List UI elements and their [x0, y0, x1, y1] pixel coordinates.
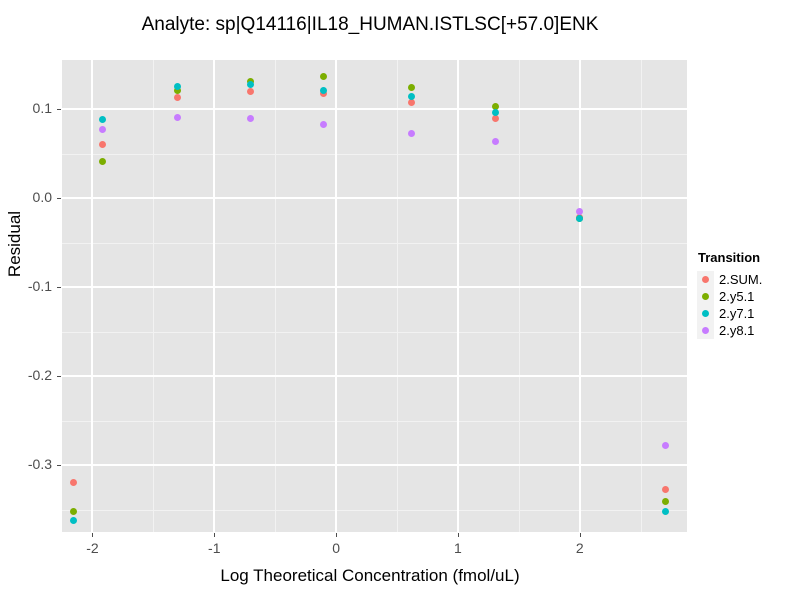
data-point: [98, 141, 106, 149]
data-point: [247, 77, 255, 85]
legend-item-label: 2.y8.1: [719, 323, 755, 338]
legend-item-label: 2.y7.1: [719, 306, 755, 321]
data-point: [247, 115, 255, 123]
y-tick-mark: [57, 108, 61, 110]
gridline-major-horizontal: [62, 107, 687, 110]
x-tick-mark: [579, 533, 581, 537]
legend-dot-icon: [702, 327, 709, 334]
gridline-minor-vertical: [640, 60, 642, 532]
gridline-major-vertical: [456, 60, 459, 532]
data-point: [661, 508, 669, 516]
data-point: [70, 478, 78, 486]
gridline-minor-vertical: [397, 60, 399, 532]
gridline-minor-vertical: [275, 60, 277, 532]
gridline-minor-vertical: [518, 60, 520, 532]
gridline-major-vertical: [91, 60, 94, 532]
data-point: [576, 207, 584, 215]
x-tick-mark: [336, 533, 338, 537]
legend-dot-icon: [702, 310, 709, 317]
legend-item-label: 2.y5.1: [719, 289, 755, 304]
data-point: [174, 83, 182, 91]
legend-dot-icon: [702, 293, 709, 300]
gridline-major-vertical: [578, 60, 581, 532]
y-tick-label: -0.1: [27, 278, 52, 295]
gridline-major-horizontal: [62, 464, 687, 467]
gridline-minor-horizontal: [62, 153, 687, 155]
x-tick-label: -2: [86, 540, 99, 556]
data-point: [174, 86, 182, 94]
data-point: [492, 137, 500, 145]
data-point: [247, 81, 255, 89]
x-tick-label: -1: [208, 540, 221, 556]
x-axis-label: Log Theoretical Concentration (fmol/uL): [220, 566, 520, 585]
legend-items: 2.SUM. 2.y5.1 2.y7.1 2.y8.1: [697, 271, 762, 339]
legend: Transition 2.SUM. 2.y5.1 2.y7.1 2.y8.1: [697, 250, 762, 339]
data-point: [661, 498, 669, 506]
data-point: [408, 99, 416, 107]
data-point: [98, 158, 106, 166]
x-tick-label: 0: [332, 540, 340, 556]
legend-key-swatch: [697, 305, 714, 322]
gridline-major-vertical: [335, 60, 338, 532]
gridline-minor-horizontal: [62, 420, 687, 422]
legend-key-swatch: [697, 288, 714, 305]
y-tick-label: -0.3: [27, 456, 52, 473]
data-point: [320, 86, 328, 94]
y-axis-label: Residual: [5, 210, 24, 278]
gridline-major-horizontal: [62, 286, 687, 289]
legend-item-label: 2.SUM.: [719, 272, 763, 287]
y-tick-mark: [57, 287, 61, 289]
x-tick-mark: [457, 533, 459, 537]
gridline-minor-vertical: [153, 60, 155, 532]
gridline-major-vertical: [213, 60, 216, 532]
data-point: [408, 84, 416, 92]
data-point: [661, 442, 669, 450]
x-tick-mark: [214, 533, 216, 537]
gridline-minor-horizontal: [62, 509, 687, 511]
data-point: [408, 93, 416, 100]
y-tick-mark: [57, 376, 61, 378]
data-point: [174, 93, 182, 101]
data-point: [70, 516, 78, 524]
data-point: [247, 87, 255, 95]
legend-item-2-y8-1: 2.y8.1: [697, 322, 762, 339]
data-point: [492, 109, 500, 117]
x-tick-label: 2: [575, 540, 584, 556]
data-point: [98, 125, 106, 133]
y-tick-label: -0.2: [27, 367, 52, 384]
data-point: [320, 120, 328, 128]
legend-key-swatch: [697, 322, 714, 339]
y-tick-label: 0.0: [32, 189, 52, 206]
legend-item-2-y7-1: 2.y7.1: [697, 305, 762, 322]
legend-key-swatch: [697, 271, 714, 288]
data-point: [492, 115, 500, 123]
data-point: [320, 90, 328, 98]
gridline-minor-horizontal: [62, 331, 687, 333]
legend-item-2-sum: 2.SUM.: [697, 271, 762, 288]
gridline-minor-horizontal: [62, 242, 687, 244]
data-point: [174, 114, 182, 122]
y-tick-mark: [57, 465, 61, 467]
gridline-major-horizontal: [62, 375, 687, 378]
data-point: [576, 215, 584, 223]
legend-item-2-y5-1: 2.y5.1: [697, 288, 762, 305]
data-point: [661, 485, 669, 493]
data-point: [70, 508, 78, 516]
x-tick-mark: [92, 533, 94, 537]
y-tick-label: 0.1: [32, 99, 52, 116]
gridline-major-horizontal: [62, 197, 687, 200]
data-point: [492, 102, 500, 110]
data-point: [98, 116, 106, 124]
data-point: [408, 130, 416, 138]
plot-panel: [62, 60, 687, 532]
page-title: Analyte: sp|Q14116|IL18_HUMAN.ISTLSC[+57…: [141, 14, 599, 35]
legend-title: Transition: [698, 250, 761, 265]
data-point: [320, 73, 328, 81]
x-tick-label: 1: [454, 540, 462, 556]
legend-dot-icon: [702, 276, 709, 283]
y-tick-mark: [57, 198, 61, 200]
